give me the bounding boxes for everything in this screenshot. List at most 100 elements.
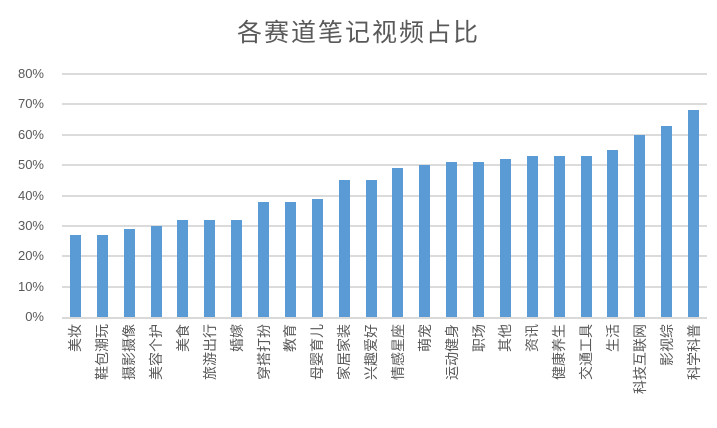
bar	[69, 235, 81, 317]
bar-slot	[385, 74, 412, 317]
bar	[607, 149, 619, 317]
bar	[499, 159, 511, 317]
bar-slot	[170, 74, 197, 317]
bar	[258, 201, 270, 317]
x-axis-tick-label: 科学科普	[685, 324, 702, 380]
bar-slot	[680, 74, 707, 317]
bar-slot	[304, 74, 331, 317]
x-axis-label-cell: 鞋包潮玩	[89, 324, 116, 424]
x-axis-tick-label: 家居家装	[336, 324, 353, 380]
x-axis-label-cell: 交通工具	[573, 324, 600, 424]
x-axis-tick-label: 影视综	[658, 324, 675, 366]
bar	[204, 219, 216, 317]
x-axis-label-cell: 美容个护	[143, 324, 170, 424]
y-axis-tick-label: 20%	[17, 248, 44, 264]
bar	[150, 225, 162, 317]
bar-slot	[653, 74, 680, 317]
x-axis-tick-label: 美容个护	[148, 324, 165, 380]
x-axis-label-cell: 美食	[170, 324, 197, 424]
x-axis-tick-label: 情感星座	[389, 324, 406, 380]
x-axis-tick-label: 资讯	[524, 324, 541, 352]
bar	[419, 165, 431, 317]
x-axis-tick-label: 兴趣爱好	[363, 324, 380, 380]
x-axis-label-cell: 教育	[277, 324, 304, 424]
x-axis-tick-label: 健康养生	[551, 324, 568, 380]
x-axis-tick-label: 交通工具	[578, 324, 595, 380]
x-axis-label-cell: 家居家装	[331, 324, 358, 424]
bar-slot	[573, 74, 600, 317]
y-axis-tick-label: 50%	[17, 157, 44, 173]
bar	[123, 228, 135, 317]
bar-slot	[277, 74, 304, 317]
x-axis-tick-label: 母婴育儿	[309, 324, 326, 380]
x-axis-label-cell: 科技互联网	[626, 324, 653, 424]
x-axis-tick-label: 科技互联网	[631, 324, 648, 394]
x-axis-tick-label: 婚嫁	[228, 324, 245, 352]
bar	[553, 156, 565, 317]
bar-slot	[331, 74, 358, 317]
x-axis-label-cell: 穿搭打扮	[250, 324, 277, 424]
x-axis-label-cell: 影视综	[653, 324, 680, 424]
x-axis-tick-label: 摄影摄像	[121, 324, 138, 380]
bar	[446, 162, 458, 317]
x-axis-tick-label: 其他	[497, 324, 514, 352]
bar	[392, 168, 404, 317]
bar-slot	[546, 74, 573, 317]
bar-slot	[358, 74, 385, 317]
bar-slot	[250, 74, 277, 317]
bar	[688, 110, 700, 317]
chart-title: 各赛道笔记视频占比	[236, 19, 480, 47]
x-axis-label-cell: 科学科普	[680, 324, 707, 424]
bar-slot	[223, 74, 250, 317]
plot-area	[62, 73, 707, 319]
bar-slot	[626, 74, 653, 317]
bar	[311, 198, 323, 317]
bar-slot	[600, 74, 627, 317]
y-axis-tick-label: 80%	[17, 66, 44, 81]
x-axis-label-cell: 其他	[492, 324, 519, 424]
bar	[96, 235, 108, 317]
bar-slot	[492, 74, 519, 317]
x-axis-label-cell: 摄影摄像	[116, 324, 143, 424]
bar-slot	[116, 74, 143, 317]
x-axis-label-cell: 萌宠	[411, 324, 438, 424]
bar	[338, 180, 350, 317]
bar	[231, 219, 243, 317]
bar	[177, 219, 189, 317]
bar-slot	[465, 74, 492, 317]
y-axis-tick-label: 70%	[17, 96, 44, 112]
bar	[473, 162, 485, 317]
y-axis-tick-label: 10%	[17, 278, 44, 294]
x-axis-tick-label: 美妆	[67, 324, 84, 352]
x-axis-tick-label: 鞋包潮玩	[94, 324, 111, 380]
x-axis-tick-label: 美食	[174, 324, 191, 352]
bar	[365, 180, 377, 317]
bar	[661, 125, 673, 317]
bar-slot	[62, 74, 89, 317]
x-axis-label-cell: 情感星座	[385, 324, 412, 424]
x-axis-label-cell: 美妆	[62, 324, 89, 424]
x-axis-label-cell: 兴趣爱好	[358, 324, 385, 424]
x-axis-tick-label: 穿搭打扮	[255, 324, 272, 380]
x-axis-tick-label: 职场	[470, 324, 487, 352]
x-axis-label-cell: 生活	[600, 324, 627, 424]
bar	[526, 156, 538, 317]
x-axis-tick-label: 教育	[282, 324, 299, 352]
x-axis-label-cell: 职场	[465, 324, 492, 424]
y-axis-tick-label: 0%	[25, 309, 44, 324]
x-axis-label-cell: 健康养生	[546, 324, 573, 424]
x-axis-label-cell: 资讯	[519, 324, 546, 424]
x-axis-label-cell: 婚嫁	[223, 324, 250, 424]
y-axis-tick-label: 30%	[17, 217, 44, 233]
y-axis-labels: 0% 10% 20% 30% 40% 50% 60% 70% 80%	[0, 66, 52, 324]
x-axis-labels: 美妆 鞋包潮玩 摄影摄像 美容个护 美食 旅游出行 婚嫁 穿搭打扮 教育 母婴育儿 家居家装 兴趣爱好…	[62, 324, 707, 424]
x-axis-label-cell: 运动健身	[438, 324, 465, 424]
x-axis-tick-label: 运动健身	[443, 324, 460, 380]
x-axis-label-cell: 母婴育儿	[304, 324, 331, 424]
bar-slot	[143, 74, 170, 317]
x-axis-label-cell: 旅游出行	[196, 324, 223, 424]
y-axis-tick-label: 40%	[17, 187, 44, 203]
x-axis-tick-label: 旅游出行	[201, 324, 218, 380]
x-axis-tick-label: 萌宠	[416, 324, 433, 352]
